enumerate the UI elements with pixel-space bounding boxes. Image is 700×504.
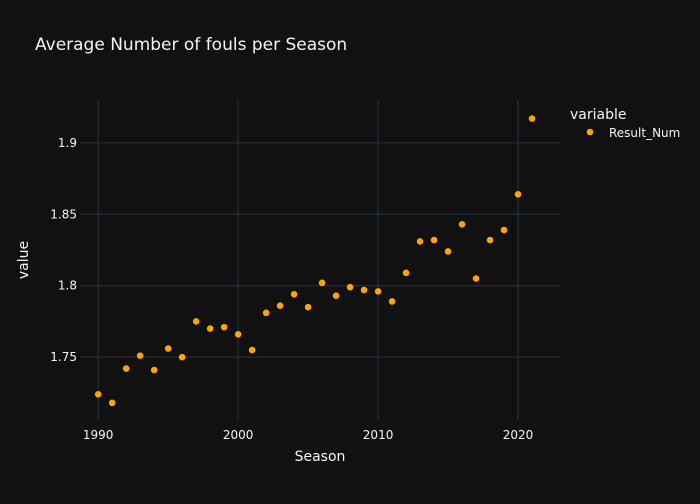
data-point[interactable] [486,236,494,244]
data-point[interactable] [150,366,158,374]
x-tick-label: 2020 [503,428,534,442]
data-point[interactable] [416,238,424,245]
data-point[interactable] [164,345,172,352]
data-point[interactable] [346,283,354,291]
data-point[interactable] [332,292,340,300]
data-point[interactable] [374,288,382,295]
y-tick-label: 1.75 [50,350,77,364]
x-tick-label: 2000 [223,428,254,442]
x-tick-label: 1990 [83,428,114,442]
x-axis-ticks: 1990 2000 2010 2020 [83,428,533,442]
y-axis-ticks: 1.75 1.8 1.85 1.9 [50,136,77,364]
y-axis-label: value [16,241,32,279]
data-point[interactable] [248,346,256,354]
data-point[interactable] [122,365,130,372]
data-point[interactable] [318,279,326,287]
data-point[interactable] [444,248,452,255]
data-point[interactable] [290,290,298,298]
data-point[interactable] [206,325,214,332]
chart-title: Average Number of fouls per Season [35,35,347,55]
y-tick-label: 1.8 [58,279,77,293]
legend-marker [586,128,594,136]
data-point[interactable] [276,302,284,310]
data-point[interactable] [472,275,480,282]
x-tick-label: 2010 [363,428,394,442]
grid [80,100,560,420]
data-point[interactable] [262,309,270,317]
data-point[interactable] [500,226,508,234]
data-points [94,115,536,407]
y-tick-label: 1.9 [58,136,77,150]
data-point[interactable] [108,399,116,407]
legend-title: variable [570,107,626,123]
legend-item-label: Result_Num [609,126,680,140]
legend-item-result-num[interactable]: Result_Num [586,126,681,140]
data-point[interactable] [178,353,186,361]
data-point[interactable] [430,236,438,244]
data-point[interactable] [192,318,200,325]
data-point[interactable] [514,190,522,198]
data-point[interactable] [402,269,410,277]
legend[interactable]: variable Result_Num [570,107,680,140]
data-point[interactable] [220,323,228,331]
y-tick-label: 1.85 [50,207,77,221]
data-point[interactable] [458,220,466,228]
data-point[interactable] [94,390,102,398]
data-point[interactable] [360,286,368,294]
x-axis-label: Season [295,449,346,465]
data-point[interactable] [304,303,312,311]
data-point[interactable] [528,115,536,122]
data-point[interactable] [234,330,242,338]
data-point[interactable] [388,298,396,305]
data-point[interactable] [136,352,144,360]
